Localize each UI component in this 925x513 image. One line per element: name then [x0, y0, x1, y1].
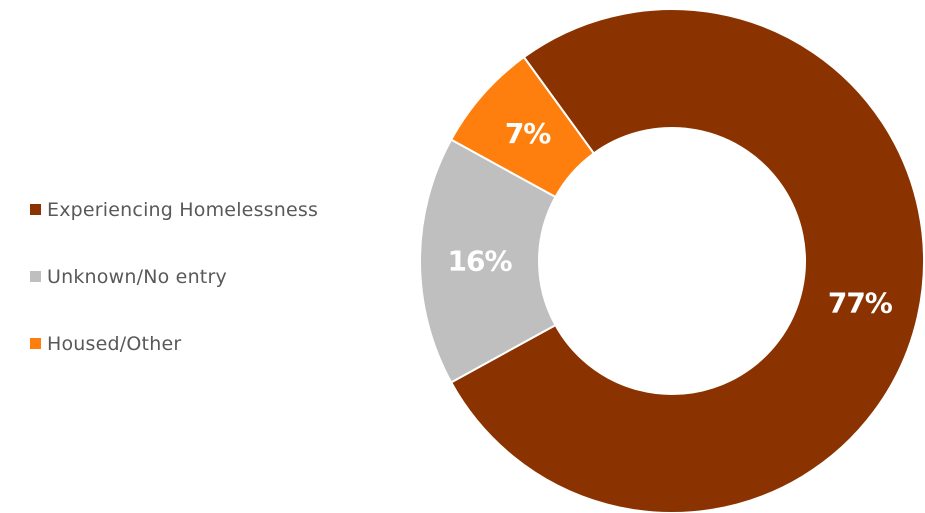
donut-slice-housed-other: [449, 55, 596, 199]
data-label-unknown-no-entry: 16%: [447, 245, 512, 278]
data-label-experiencing-homelessness: 77%: [828, 286, 893, 319]
donut-slice-unknown-no-entry: [419, 138, 557, 384]
legend-item-experiencing-homelessness: Experiencing Homelessness: [30, 176, 318, 243]
legend-label-experiencing-homelessness: Experiencing Homelessness: [47, 198, 319, 221]
legend-label-housed-other: Housed/Other: [47, 332, 182, 355]
legend-swatch-housed-other: [30, 338, 41, 349]
legend-swatch-experiencing-homelessness: [30, 204, 41, 215]
legend-item-unknown-no-entry: Unknown/No entry: [30, 243, 318, 310]
legend-swatch-unknown-no-entry: [30, 271, 41, 282]
legend: Experiencing Homelessness Unknown/No ent…: [30, 176, 318, 377]
legend-item-housed-other: Housed/Other: [30, 310, 318, 377]
data-label-housed-other: 7%: [505, 117, 551, 150]
legend-label-unknown-no-entry: Unknown/No entry: [47, 265, 227, 288]
donut-slice-experiencing-homelessness: [449, 8, 925, 513]
